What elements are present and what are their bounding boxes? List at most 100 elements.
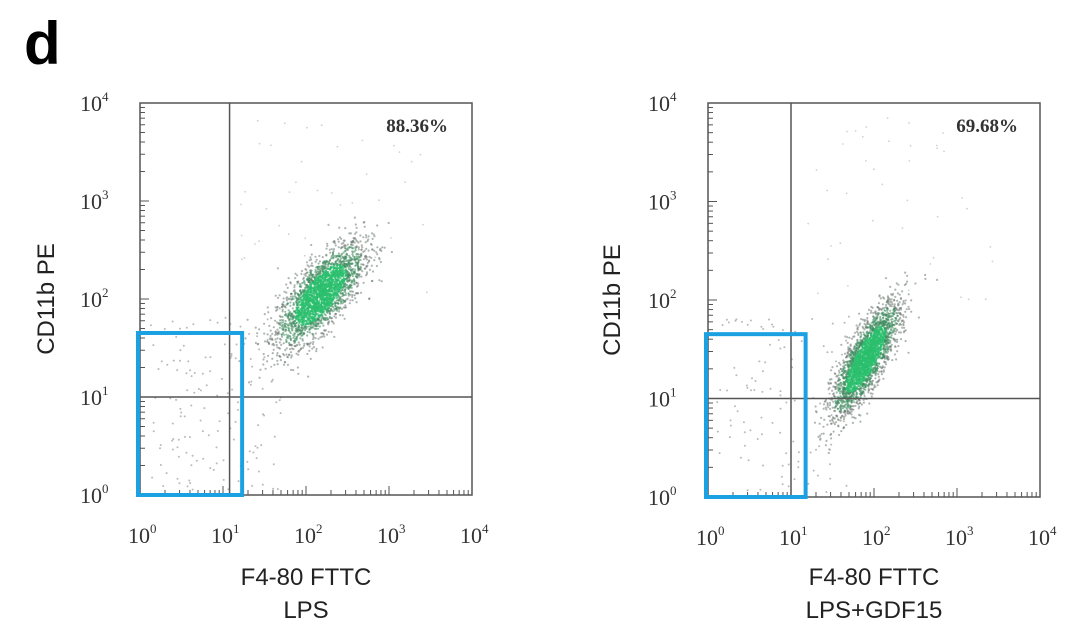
event-point (209, 319, 212, 322)
event-point (271, 332, 274, 335)
event-point (215, 462, 218, 465)
event-point (284, 328, 287, 332)
event-point (340, 253, 343, 256)
event-point (302, 332, 306, 335)
event-point (286, 302, 289, 305)
event-point (853, 345, 856, 349)
event-point (278, 332, 281, 335)
event-point (316, 296, 319, 299)
event-point (166, 363, 169, 366)
event-point (159, 447, 161, 450)
event-point (859, 331, 862, 334)
event-point (334, 282, 337, 285)
event-point (345, 252, 348, 255)
event-point (342, 277, 346, 280)
event-point (879, 355, 882, 358)
event-point (857, 333, 860, 337)
event-point (873, 319, 877, 322)
event-point (317, 262, 320, 265)
event-point (365, 173, 368, 176)
event-point (347, 287, 350, 290)
event-point (264, 367, 267, 370)
event-point (177, 455, 180, 458)
event-point (333, 266, 336, 270)
flow-plot-1: 100 101 102 103 10410010110210310488.36%F4-8… (33, 89, 489, 624)
event-point (293, 337, 296, 340)
event-point (310, 253, 313, 256)
event-point (295, 318, 298, 321)
event-point (216, 321, 219, 324)
event-point (269, 338, 272, 341)
event-point (320, 319, 323, 322)
event-point (351, 202, 354, 204)
event-point (827, 415, 830, 418)
event-point (351, 290, 355, 293)
event-point (902, 315, 905, 318)
event-point (881, 303, 885, 306)
event-point (314, 268, 317, 272)
event-point (187, 360, 190, 363)
event-point (152, 344, 155, 347)
event-point (325, 247, 328, 250)
event-point (344, 304, 347, 307)
event-point (295, 352, 298, 355)
event-point (858, 376, 861, 379)
event-point (290, 356, 293, 359)
event-point (276, 363, 279, 366)
event-point (337, 246, 340, 249)
event-point (835, 375, 838, 378)
event-point (183, 415, 186, 418)
event-point (336, 268, 339, 271)
event-point (365, 236, 368, 239)
event-point (298, 313, 301, 316)
event-point (371, 237, 374, 240)
event-point (276, 321, 279, 324)
event-point (323, 303, 326, 306)
event-point (318, 325, 321, 328)
event-point (288, 343, 291, 347)
event-point (891, 303, 894, 306)
event-point (235, 343, 238, 346)
event-point (306, 321, 309, 324)
event-point (171, 320, 174, 323)
event-point (845, 373, 848, 376)
event-point (854, 352, 857, 355)
event-point (867, 389, 870, 392)
event-point (330, 317, 333, 320)
event-point (262, 352, 265, 356)
event-point (866, 312, 869, 315)
event-point (323, 294, 326, 297)
event-point (279, 412, 282, 415)
event-point (349, 266, 352, 269)
event-point (890, 343, 893, 346)
event-point (278, 347, 282, 350)
event-point (311, 310, 314, 313)
event-point (332, 248, 336, 251)
event-point (362, 236, 365, 239)
event-point (186, 389, 189, 392)
event-point (904, 329, 907, 332)
event-point (248, 332, 251, 335)
event-point (373, 249, 376, 252)
event-point (310, 262, 313, 265)
event-point (267, 354, 270, 357)
event-point (894, 332, 897, 336)
event-point (344, 269, 347, 272)
event-point (365, 274, 368, 277)
event-point (323, 265, 326, 268)
event-point (338, 270, 342, 273)
event-point (326, 267, 329, 270)
event-point (306, 275, 310, 278)
event-point (282, 331, 285, 335)
event-point (831, 366, 834, 369)
event-point (350, 241, 353, 244)
event-point (877, 336, 881, 339)
event-point (321, 346, 324, 349)
event-point (886, 344, 889, 348)
event-point (870, 327, 873, 331)
event-point (308, 349, 311, 352)
event-point (358, 275, 361, 278)
event-point (306, 126, 308, 129)
event-point (368, 268, 371, 271)
event-point (337, 240, 340, 243)
